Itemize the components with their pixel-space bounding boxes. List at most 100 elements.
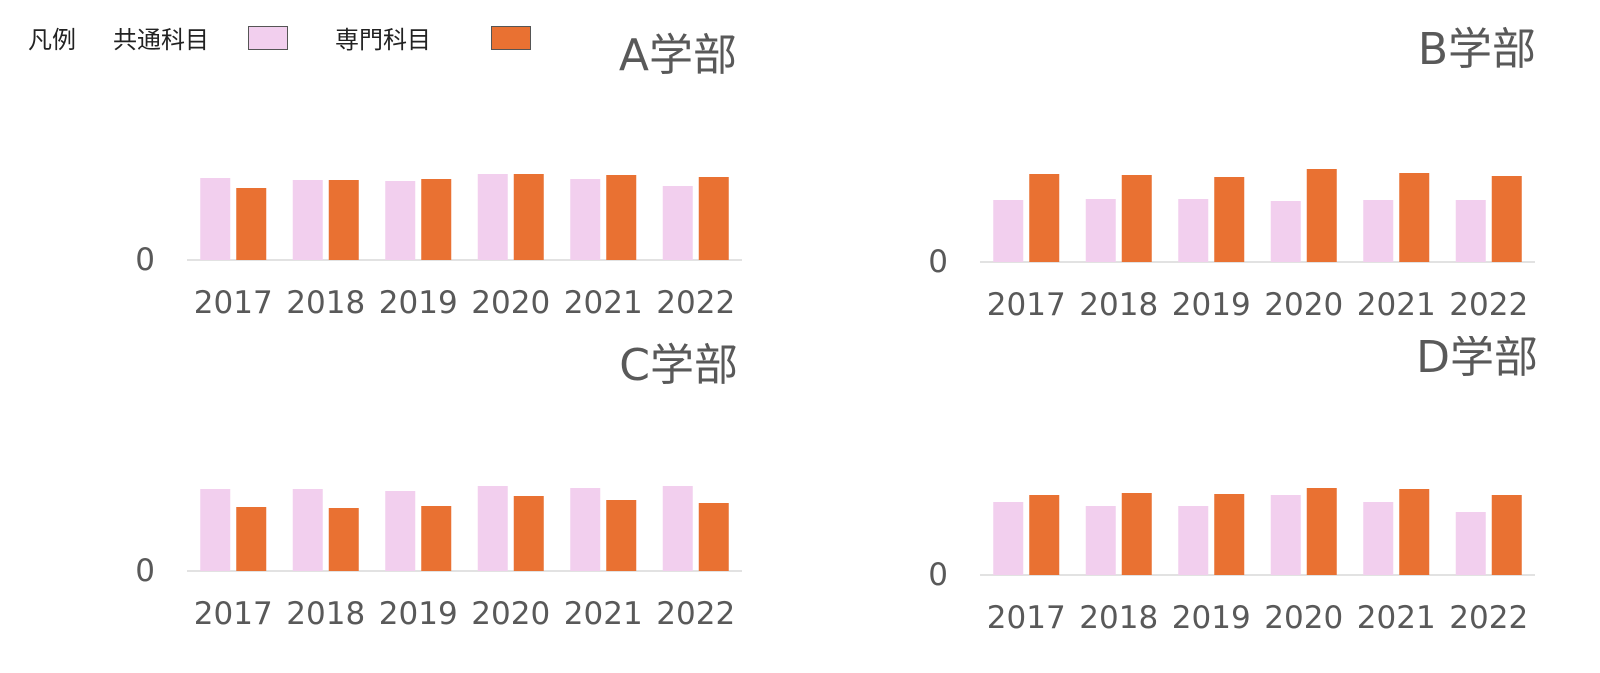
bars-group — [200, 174, 729, 260]
chart-c-svg: C学部 0 2017 2018 2019 2020 2021 2022 — [135, 340, 742, 632]
bar-common-2019 — [1178, 506, 1209, 575]
chart-a: A学部 0 2017 2018 2019 2020 2021 2022 — [0, 0, 800, 336]
x-labels-group: 2017 2018 2019 2020 2021 2022 — [194, 596, 735, 632]
x-labels-group: 2017 2018 2019 2020 2021 2022 — [987, 287, 1528, 323]
x-tick-label: 2021 — [564, 285, 643, 321]
bar-common-2018 — [1085, 199, 1116, 262]
legend-label-common: 共通科目 — [113, 26, 209, 54]
x-tick-label: 2019 — [1172, 600, 1251, 636]
y-tick-label: 0 — [135, 553, 155, 589]
bar-specialized-2017 — [1029, 174, 1060, 262]
legend-label-specialized: 専門科目 — [335, 26, 431, 54]
legend-swatch-common — [248, 26, 288, 50]
x-tick-label: 2019 — [379, 596, 458, 632]
x-labels-group: 2017 2018 2019 2020 2021 2022 — [194, 285, 735, 321]
x-labels-group: 2017 2018 2019 2020 2021 2022 — [987, 600, 1528, 636]
chart-d: D学部 0 2017 2018 2019 2020 2021 2022 — [793, 336, 1593, 672]
bar-specialized-2019 — [1214, 177, 1245, 262]
bar-specialized-2018 — [1121, 493, 1152, 575]
bars-group — [993, 488, 1522, 575]
bar-common-2021 — [1363, 502, 1394, 575]
bar-specialized-2017 — [236, 188, 267, 260]
bar-specialized-2022 — [1491, 176, 1522, 262]
bar-specialized-2018 — [328, 180, 359, 260]
x-tick-label: 2022 — [656, 596, 735, 632]
x-tick-label: 2022 — [1449, 287, 1528, 323]
x-tick-label: 2021 — [564, 596, 643, 632]
bar-specialized-2020 — [513, 174, 544, 260]
bar-common-2020 — [1270, 495, 1301, 575]
chart-title: A学部 — [619, 30, 737, 81]
chart-a-svg: A学部 0 2017 2018 2019 2020 2021 2022 — [135, 30, 742, 321]
bar-common-2019 — [1178, 199, 1209, 262]
bar-common-2022 — [662, 486, 693, 571]
y-tick-label: 0 — [928, 557, 948, 593]
bar-common-2022 — [1455, 512, 1486, 575]
x-tick-label: 2020 — [471, 285, 550, 321]
bar-specialized-2020 — [513, 496, 544, 571]
bar-specialized-2021 — [1399, 489, 1430, 575]
bar-specialized-2022 — [1491, 495, 1522, 575]
bar-specialized-2017 — [236, 507, 267, 571]
legend-title: 凡例 — [28, 26, 76, 54]
bar-common-2021 — [1363, 200, 1394, 262]
bars-group — [200, 486, 729, 571]
bar-common-2021 — [570, 488, 601, 571]
bar-specialized-2019 — [421, 506, 452, 571]
bar-common-2022 — [1455, 200, 1486, 262]
x-tick-label: 2018 — [1079, 287, 1158, 323]
legend-swatch-specialized — [491, 26, 531, 50]
bar-common-2020 — [477, 174, 508, 260]
legend: 凡例 共通科目 専門科目 — [0, 0, 600, 70]
x-tick-label: 2018 — [286, 285, 365, 321]
x-tick-label: 2020 — [1264, 600, 1343, 636]
bar-specialized-2020 — [1306, 169, 1337, 262]
bar-specialized-2019 — [421, 179, 452, 260]
bar-common-2018 — [292, 180, 323, 260]
bar-specialized-2022 — [698, 177, 729, 260]
x-tick-label: 2019 — [379, 285, 458, 321]
x-tick-label: 2020 — [1264, 287, 1343, 323]
chart-title: B学部 — [1418, 24, 1536, 75]
x-tick-label: 2021 — [1357, 600, 1436, 636]
y-tick-label: 0 — [928, 244, 948, 280]
x-tick-label: 2017 — [194, 596, 273, 632]
x-tick-label: 2019 — [1172, 287, 1251, 323]
bar-common-2020 — [1270, 201, 1301, 262]
x-tick-label: 2017 — [987, 287, 1066, 323]
x-tick-label: 2022 — [1449, 600, 1528, 636]
chart-b: B学部 0 2017 2018 2019 2020 2021 2022 — [793, 0, 1593, 336]
x-tick-label: 2017 — [194, 285, 273, 321]
x-tick-label: 2018 — [286, 596, 365, 632]
bar-common-2021 — [570, 179, 601, 260]
chart-title: C学部 — [619, 340, 738, 391]
bar-common-2020 — [477, 486, 508, 571]
x-tick-label: 2021 — [1357, 287, 1436, 323]
chart-c: C学部 0 2017 2018 2019 2020 2021 2022 — [0, 336, 800, 672]
x-tick-label: 2022 — [656, 285, 735, 321]
bar-specialized-2018 — [328, 508, 359, 571]
bar-common-2018 — [1085, 506, 1116, 575]
bar-specialized-2021 — [1399, 173, 1430, 262]
bar-common-2017 — [200, 178, 231, 260]
x-tick-label: 2017 — [987, 600, 1066, 636]
x-tick-label: 2020 — [471, 596, 550, 632]
bar-common-2017 — [200, 489, 231, 571]
bar-common-2019 — [385, 491, 416, 571]
bar-specialized-2020 — [1306, 488, 1337, 575]
chart-d-svg: D学部 0 2017 2018 2019 2020 2021 2022 — [928, 336, 1538, 636]
bar-common-2017 — [993, 200, 1024, 262]
bar-common-2018 — [292, 489, 323, 571]
bar-common-2022 — [662, 186, 693, 260]
bar-specialized-2019 — [1214, 494, 1245, 575]
x-tick-label: 2018 — [1079, 600, 1158, 636]
bar-specialized-2021 — [606, 175, 637, 260]
y-tick-label: 0 — [135, 242, 155, 278]
bars-group — [993, 169, 1522, 262]
bar-specialized-2018 — [1121, 175, 1152, 262]
bar-common-2019 — [385, 181, 416, 260]
bar-specialized-2017 — [1029, 495, 1060, 575]
bar-specialized-2022 — [698, 503, 729, 571]
bar-specialized-2021 — [606, 500, 637, 571]
chart-title: D学部 — [1416, 336, 1538, 383]
